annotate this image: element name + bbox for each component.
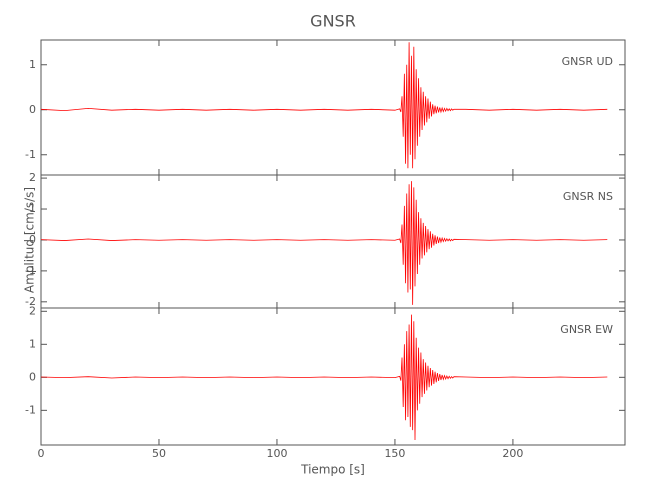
panel-frame (40, 307, 626, 446)
y-tick-label: 1 (29, 337, 36, 350)
y-tick-label: -2 (25, 295, 36, 308)
x-tick-label: 50 (152, 447, 166, 460)
x-tick-label: 200 (502, 447, 523, 460)
x-tick-label: 100 (266, 447, 287, 460)
x-axis-title: Tiempo [s] (300, 463, 365, 477)
panel-frame (40, 174, 626, 309)
y-tick-label: 0 (29, 370, 36, 383)
y-tick-label: 2 (29, 304, 36, 317)
panel-label: GNSR UD (562, 55, 613, 68)
chart-title: GNSR (310, 12, 356, 31)
y-tick-label: -1 (25, 403, 36, 416)
y-tick-label: 2 (29, 171, 36, 184)
panel-frame (40, 39, 626, 176)
trace (40, 181, 608, 305)
y-tick-label: -1 (25, 148, 36, 161)
trace (40, 42, 608, 169)
y-tick-label: 1 (29, 202, 36, 215)
y-tick-label: 0 (29, 233, 36, 246)
panel-label: GNSR NS (563, 190, 613, 203)
y-tick-label: 1 (29, 58, 36, 71)
x-tick-label: 0 (38, 447, 45, 460)
x-tick-label: 150 (384, 447, 405, 460)
panel-label: GNSR EW (560, 323, 613, 336)
y-tick-label: 0 (29, 103, 36, 116)
y-tick-label: -1 (25, 264, 36, 277)
y-axis-title: Amplitud [cm/s/s] (23, 187, 37, 293)
trace (40, 314, 608, 441)
